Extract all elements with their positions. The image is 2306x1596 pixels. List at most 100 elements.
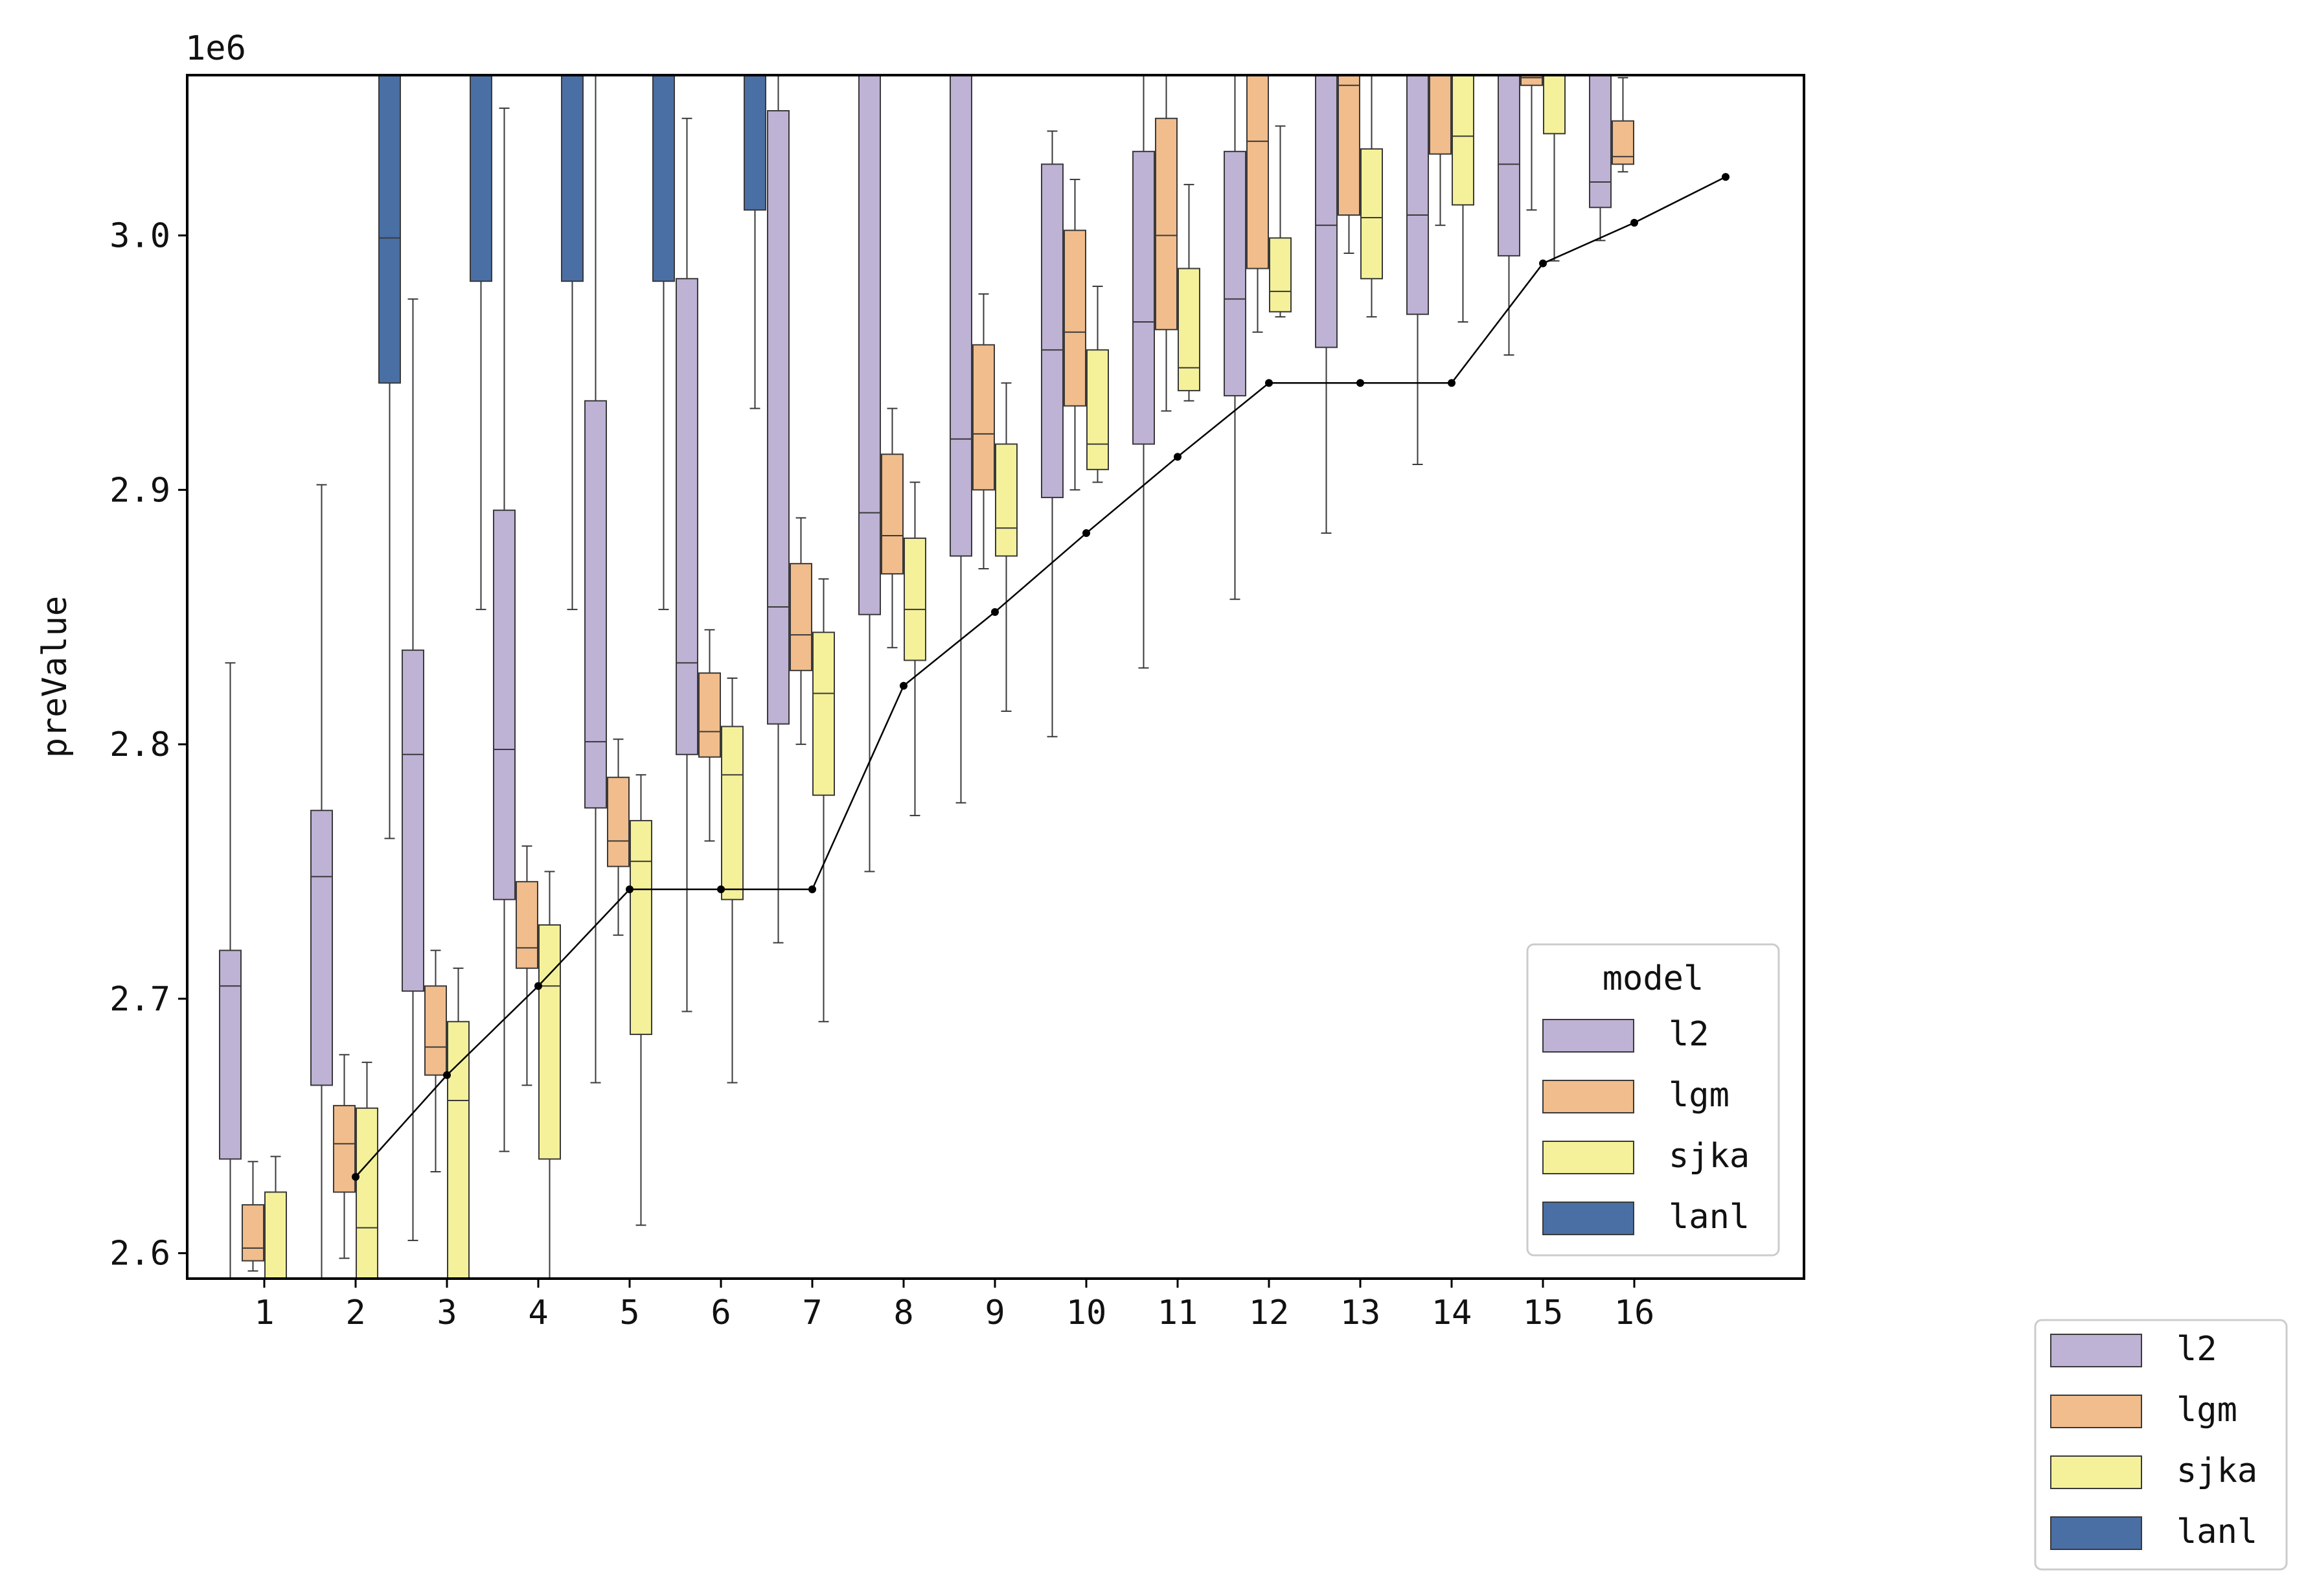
- trend-point: [1722, 173, 1730, 181]
- x-tick-label: 13: [1340, 1294, 1381, 1332]
- box-body: [904, 537, 926, 661]
- box-body: [1360, 148, 1383, 280]
- box-l2-13: [1315, 75, 1338, 534]
- y-tick-label: 2.7: [109, 980, 170, 1019]
- trend-point: [1630, 218, 1638, 227]
- x-tick-label: 8: [893, 1294, 913, 1332]
- x-tick-label: 15: [1523, 1294, 1564, 1332]
- box-l2-9: [950, 75, 972, 804]
- legend-inside-label-lanl: lanl: [1669, 1198, 1750, 1237]
- box-body: [1178, 268, 1200, 392]
- box-sjka-2: [356, 1062, 378, 1279]
- box-sjka-14: [1452, 75, 1474, 323]
- box-body: [972, 344, 995, 491]
- legend-inside-swatch-lanl: [1542, 1202, 1634, 1235]
- box-l2-3: [402, 298, 424, 1242]
- box-body: [630, 819, 652, 1035]
- box-body: [767, 109, 790, 725]
- box-sjka-15: [1543, 75, 1566, 262]
- y-offset-label: 1e6: [185, 29, 246, 68]
- plot-frame: [186, 74, 1805, 1280]
- box-body: [1155, 117, 1178, 330]
- box-body: [1086, 349, 1109, 470]
- trend-point: [626, 885, 634, 893]
- box-body: [1406, 75, 1429, 315]
- x-tick-label: 3: [437, 1294, 457, 1332]
- box-l2-10: [1041, 130, 1064, 738]
- trend-point: [534, 982, 542, 990]
- box-groups: [219, 75, 1634, 1279]
- legend-outside-swatch-l2: [2050, 1334, 2142, 1367]
- box-body: [356, 1107, 378, 1279]
- box-body: [1429, 75, 1452, 155]
- box-sjka-10: [1086, 286, 1109, 483]
- box-body: [516, 881, 538, 969]
- legend-outside-frame: [2034, 1319, 2288, 1571]
- box-body: [812, 632, 835, 796]
- box-body: [264, 1191, 287, 1279]
- box-body: [1338, 75, 1360, 216]
- box-body: [1498, 75, 1520, 256]
- y-axis-label: preValue: [36, 596, 74, 758]
- box-lgm-14: [1429, 75, 1452, 226]
- legend-inside: model l2 lgm sjka lanl: [1526, 943, 1780, 1257]
- box-body: [1543, 75, 1566, 135]
- x-tick-label: 6: [711, 1294, 731, 1332]
- box-body: [424, 985, 447, 1076]
- legend-inside-title: model: [1603, 959, 1704, 998]
- legend-inside-swatch-sjka: [1542, 1141, 1634, 1174]
- trend-point: [443, 1071, 451, 1079]
- legend-outside-swatch-lanl: [2050, 1516, 2142, 1550]
- box-body: [1589, 75, 1612, 209]
- trend-point: [1539, 259, 1547, 268]
- legend-outside-label-lgm: lgm: [2176, 1391, 2237, 1430]
- box-lgm-5: [607, 738, 630, 936]
- box-sjka-8: [904, 481, 926, 817]
- box-body: [1315, 75, 1338, 348]
- box-body: [995, 443, 1018, 557]
- box-body: [1041, 163, 1064, 499]
- trend-line: [352, 173, 1730, 1181]
- box-body: [858, 75, 881, 615]
- trend-point: [900, 681, 908, 690]
- box-l2-4: [493, 108, 516, 1152]
- box-body: [950, 75, 972, 557]
- trend-point: [1265, 379, 1273, 387]
- box-lgm-6: [698, 629, 721, 842]
- box-body: [470, 75, 492, 282]
- trend-point: [991, 608, 999, 616]
- box-body: [242, 1204, 264, 1262]
- box-lgm-15: [1520, 75, 1543, 211]
- box-body: [493, 509, 516, 900]
- x-axis-ticks: 1 2 3 4 5 6 7 8 9 10 11 12 13 14 15 16: [254, 1279, 1654, 1332]
- box-lgm-4: [516, 845, 538, 1086]
- trend-polyline: [355, 176, 1726, 1178]
- box-lgm-1: [242, 1161, 264, 1272]
- box-sjka-6: [721, 677, 744, 1084]
- x-tick-label: 11: [1158, 1294, 1198, 1332]
- box-body: [1246, 75, 1269, 269]
- box-body: [561, 75, 584, 282]
- box-lgm-11: [1155, 75, 1178, 412]
- box-body: [698, 672, 721, 758]
- box-lgm-9: [972, 293, 995, 570]
- legend-inside-label-l2: l2: [1669, 1015, 1709, 1054]
- box-l2-16: [1589, 75, 1612, 242]
- y-tick-label: 3.0: [109, 216, 170, 255]
- box-lgm-8: [881, 407, 904, 648]
- box-l2-14: [1406, 75, 1429, 466]
- box-l2-8: [858, 75, 881, 872]
- box-lanl-2: [378, 75, 401, 839]
- box-body: [1132, 150, 1155, 445]
- box-body: [1269, 237, 1292, 313]
- box-lgm-12: [1246, 75, 1269, 333]
- box-body: [584, 400, 607, 809]
- legend-outside-label-lanl: lanl: [2176, 1512, 2257, 1551]
- y-tick-label: 2.8: [109, 725, 170, 764]
- box-body: [333, 1104, 356, 1193]
- box-body: [652, 75, 675, 282]
- x-tick-label: 10: [1066, 1294, 1107, 1332]
- legend-outside: l2 lgm sjka lanl: [2034, 1319, 2288, 1571]
- legend-outside-label-sjka: sjka: [2176, 1452, 2257, 1490]
